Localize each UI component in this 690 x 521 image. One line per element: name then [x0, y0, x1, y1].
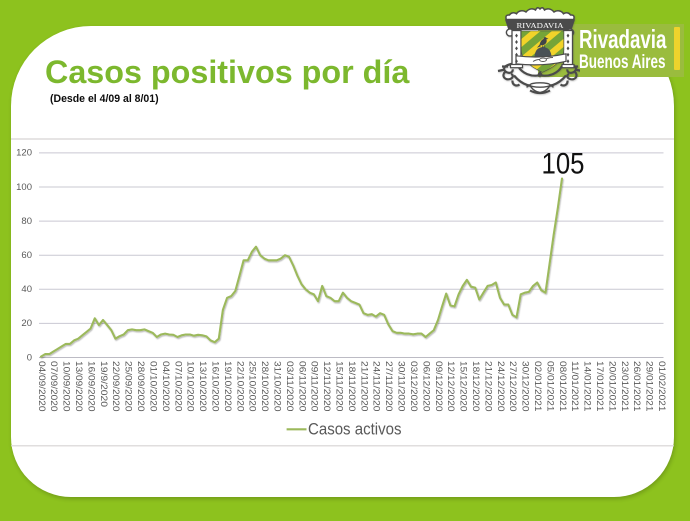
svg-text:01/10/2020: 01/10/2020 [148, 361, 158, 412]
svg-text:18/11/2020: 18/11/2020 [347, 361, 357, 412]
svg-text:29/01/2021: 29/01/2021 [645, 361, 655, 412]
svg-text:30/12/2020: 30/12/2020 [521, 361, 531, 412]
svg-text:16/09/2020: 16/09/2020 [86, 361, 96, 412]
svg-text:24/11/2020: 24/11/2020 [372, 361, 382, 412]
svg-text:06/12/2020: 06/12/2020 [421, 361, 431, 412]
svg-text:31/10/2020: 31/10/2020 [273, 361, 283, 412]
svg-text:10/10/2020: 10/10/2020 [186, 361, 196, 412]
svg-text:16/10/2020: 16/10/2020 [211, 361, 221, 412]
svg-text:04/09/2020: 04/09/2020 [37, 361, 47, 412]
svg-text:13/10/2020: 13/10/2020 [198, 361, 208, 412]
svg-text:21/12/2020: 21/12/2020 [483, 361, 493, 411]
svg-text:20: 20 [21, 318, 32, 329]
svg-text:24/12/2020: 24/12/2020 [496, 361, 506, 412]
svg-text:12/12/2020: 12/12/2020 [446, 361, 456, 412]
svg-text:03/11/2020: 03/11/2020 [285, 361, 295, 412]
svg-text:09/11/2020: 09/11/2020 [310, 361, 320, 412]
svg-text:25/10/2020: 25/10/2020 [248, 361, 258, 412]
svg-text:09/12/2020: 09/12/2020 [434, 361, 444, 412]
svg-text:04/10/2020: 04/10/2020 [161, 361, 171, 412]
svg-text:15/11/2020: 15/11/2020 [335, 361, 345, 412]
svg-text:60: 60 [21, 250, 32, 261]
svg-text:30/11/2020: 30/11/2020 [397, 361, 407, 412]
svg-text:19/9/2020: 19/9/2020 [99, 361, 109, 407]
svg-text:12/11/2020: 12/11/2020 [322, 361, 332, 412]
svg-text:08/01/2021: 08/01/2021 [558, 361, 568, 412]
svg-text:80: 80 [21, 216, 32, 227]
svg-text:28/09/2020: 28/09/2020 [136, 361, 146, 412]
svg-text:03/12/2020: 03/12/2020 [409, 361, 419, 412]
svg-text:17/01/2021: 17/01/2021 [595, 361, 605, 412]
svg-text:105: 105 [542, 148, 585, 181]
svg-text:25/09/2020: 25/09/2020 [124, 361, 134, 412]
svg-text:14/01/2021: 14/01/2021 [583, 361, 593, 412]
svg-text:23/01/2021: 23/01/2021 [620, 361, 630, 412]
svg-text:22/09/2020: 22/09/2020 [111, 361, 121, 412]
svg-text:21/11/2020: 21/11/2020 [359, 361, 369, 412]
svg-text:RIVADAVIA: RIVADAVIA [517, 21, 565, 30]
svg-text:05/01/2021: 05/01/2021 [545, 361, 555, 412]
svg-text:22/10/2020: 22/10/2020 [235, 361, 245, 412]
svg-text:28/10/2020: 28/10/2020 [260, 361, 270, 412]
svg-text:07/09/2020: 07/09/2020 [49, 361, 59, 412]
svg-text:20/01/2021: 20/01/2021 [607, 361, 617, 412]
svg-text:01/02/2021: 01/02/2021 [657, 361, 667, 412]
svg-text:27/11/2020: 27/11/2020 [384, 361, 394, 412]
svg-text:27/12/2020: 27/12/2020 [508, 361, 518, 412]
svg-text:06/11/2020: 06/11/2020 [297, 361, 307, 412]
svg-text:13/09/2020: 13/09/2020 [74, 361, 84, 412]
svg-text:11/01/2021: 11/01/2021 [570, 361, 580, 412]
svg-text:0: 0 [27, 352, 32, 363]
svg-text:18/12/2020: 18/12/2020 [471, 361, 481, 412]
svg-text:15/12/2020: 15/12/2020 [459, 361, 469, 412]
svg-text:Casos activos: Casos activos [308, 421, 402, 439]
svg-text:19/10/2020: 19/10/2020 [223, 361, 233, 412]
svg-text:10/09/2020: 10/09/2020 [62, 361, 72, 412]
svg-text:100: 100 [16, 182, 32, 193]
svg-text:02/01/2021: 02/01/2021 [533, 361, 543, 412]
svg-text:40: 40 [21, 284, 32, 295]
svg-text:07/10/2020: 07/10/2020 [173, 361, 183, 412]
svg-text:26/01/2021: 26/01/2021 [632, 361, 642, 412]
svg-text:120: 120 [16, 148, 32, 159]
